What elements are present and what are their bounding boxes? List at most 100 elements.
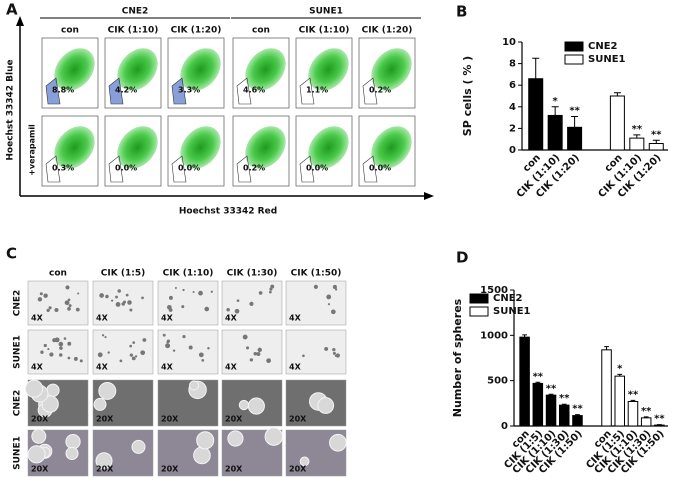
significance: ** bbox=[651, 129, 662, 140]
magnification: 20X bbox=[225, 415, 243, 424]
micrograph bbox=[285, 429, 347, 477]
sphere bbox=[332, 284, 337, 289]
arrow-head bbox=[424, 192, 434, 200]
significance: ** bbox=[533, 371, 544, 382]
sphere bbox=[39, 292, 43, 296]
significance: ** bbox=[572, 404, 583, 415]
sphere bbox=[49, 352, 54, 357]
sphere bbox=[125, 293, 129, 297]
panel-label: B bbox=[456, 3, 467, 21]
sphere bbox=[204, 306, 210, 312]
significance: ** bbox=[628, 389, 639, 400]
sphere bbox=[101, 334, 105, 337]
sphere bbox=[111, 299, 114, 302]
sphere bbox=[266, 358, 271, 364]
sphere bbox=[227, 430, 244, 447]
cell-cloud bbox=[54, 126, 95, 169]
significance: ** bbox=[569, 106, 580, 117]
sphere bbox=[48, 306, 52, 310]
sphere bbox=[134, 355, 138, 358]
sphere bbox=[129, 353, 133, 357]
magnification: 4X bbox=[225, 363, 238, 372]
sphere bbox=[77, 292, 80, 295]
magnification: 4X bbox=[96, 363, 109, 372]
bar bbox=[648, 143, 664, 151]
sphere bbox=[54, 307, 59, 313]
sphere bbox=[242, 334, 248, 340]
column-label: con bbox=[49, 269, 67, 279]
sphere bbox=[302, 354, 305, 358]
magnification: 20X bbox=[161, 415, 179, 424]
cell-cloud bbox=[245, 126, 286, 169]
cell-cloud bbox=[180, 126, 221, 169]
magnification: 20X bbox=[289, 465, 307, 474]
error-bar bbox=[535, 381, 541, 384]
bar bbox=[629, 137, 645, 151]
group-label: CNE2 bbox=[122, 7, 149, 17]
y-tick-label: 6 bbox=[509, 80, 516, 91]
gate bbox=[362, 155, 378, 183]
significance: ** bbox=[654, 414, 665, 425]
sphere bbox=[270, 284, 275, 289]
bar bbox=[627, 401, 639, 427]
sphere bbox=[58, 341, 64, 347]
column-label: CIK (1:50) bbox=[291, 269, 342, 279]
sphere bbox=[236, 299, 240, 303]
sphere bbox=[264, 427, 284, 446]
legend-label: CNE2 bbox=[493, 293, 523, 304]
sphere bbox=[75, 307, 80, 312]
sphere bbox=[332, 347, 336, 352]
sphere bbox=[256, 351, 261, 356]
row-label: +verapamil bbox=[28, 124, 37, 176]
sphere bbox=[59, 353, 63, 357]
sphere bbox=[67, 298, 71, 302]
y-tick-label: 8 bbox=[509, 59, 516, 70]
panel-label: A bbox=[6, 1, 18, 19]
magnification: 20X bbox=[31, 465, 49, 474]
sphere bbox=[65, 434, 81, 450]
column-label: CIK (1:10) bbox=[163, 269, 214, 279]
error-bar bbox=[652, 139, 660, 144]
cell-cloud bbox=[54, 48, 95, 91]
sp-percentage: 0.2% bbox=[243, 164, 265, 173]
sp-percentage: 4.6% bbox=[243, 86, 265, 95]
error-bar bbox=[575, 414, 580, 416]
micrograph bbox=[221, 329, 283, 375]
axis-title: Number of spheres bbox=[451, 298, 464, 417]
gate bbox=[171, 155, 187, 183]
bar bbox=[614, 375, 626, 427]
sphere bbox=[93, 397, 107, 411]
sphere bbox=[115, 295, 118, 299]
gate bbox=[108, 155, 124, 183]
legend-swatch bbox=[564, 54, 584, 65]
sphere bbox=[193, 446, 211, 465]
sphere bbox=[329, 433, 347, 452]
sphere bbox=[98, 381, 117, 400]
sphere bbox=[210, 290, 213, 293]
axis-title: Hoechst 33342 Blue bbox=[6, 59, 16, 160]
sphere bbox=[97, 352, 103, 358]
y-tick-label: 0 bbox=[509, 145, 516, 156]
sphere bbox=[313, 284, 318, 289]
y-tick-label: 4 bbox=[509, 102, 516, 113]
sphere bbox=[59, 346, 63, 350]
sphere bbox=[64, 300, 70, 306]
sphere bbox=[181, 305, 185, 309]
error-bar bbox=[613, 92, 621, 96]
sphere bbox=[198, 290, 203, 296]
significance: ** bbox=[641, 406, 652, 417]
gate bbox=[45, 77, 61, 105]
sphere bbox=[65, 285, 70, 290]
sphere bbox=[327, 303, 331, 306]
sp-percentage: 0.0% bbox=[178, 164, 200, 173]
sphere bbox=[132, 341, 136, 344]
y-tick-label: 1000 bbox=[480, 330, 508, 341]
sphere bbox=[105, 294, 109, 299]
bar bbox=[545, 394, 557, 427]
error-bar bbox=[633, 134, 641, 139]
magnification: 4X bbox=[225, 314, 238, 323]
bar bbox=[640, 417, 652, 427]
sphere bbox=[198, 352, 204, 358]
sphere bbox=[247, 397, 265, 415]
sphere bbox=[63, 337, 67, 340]
